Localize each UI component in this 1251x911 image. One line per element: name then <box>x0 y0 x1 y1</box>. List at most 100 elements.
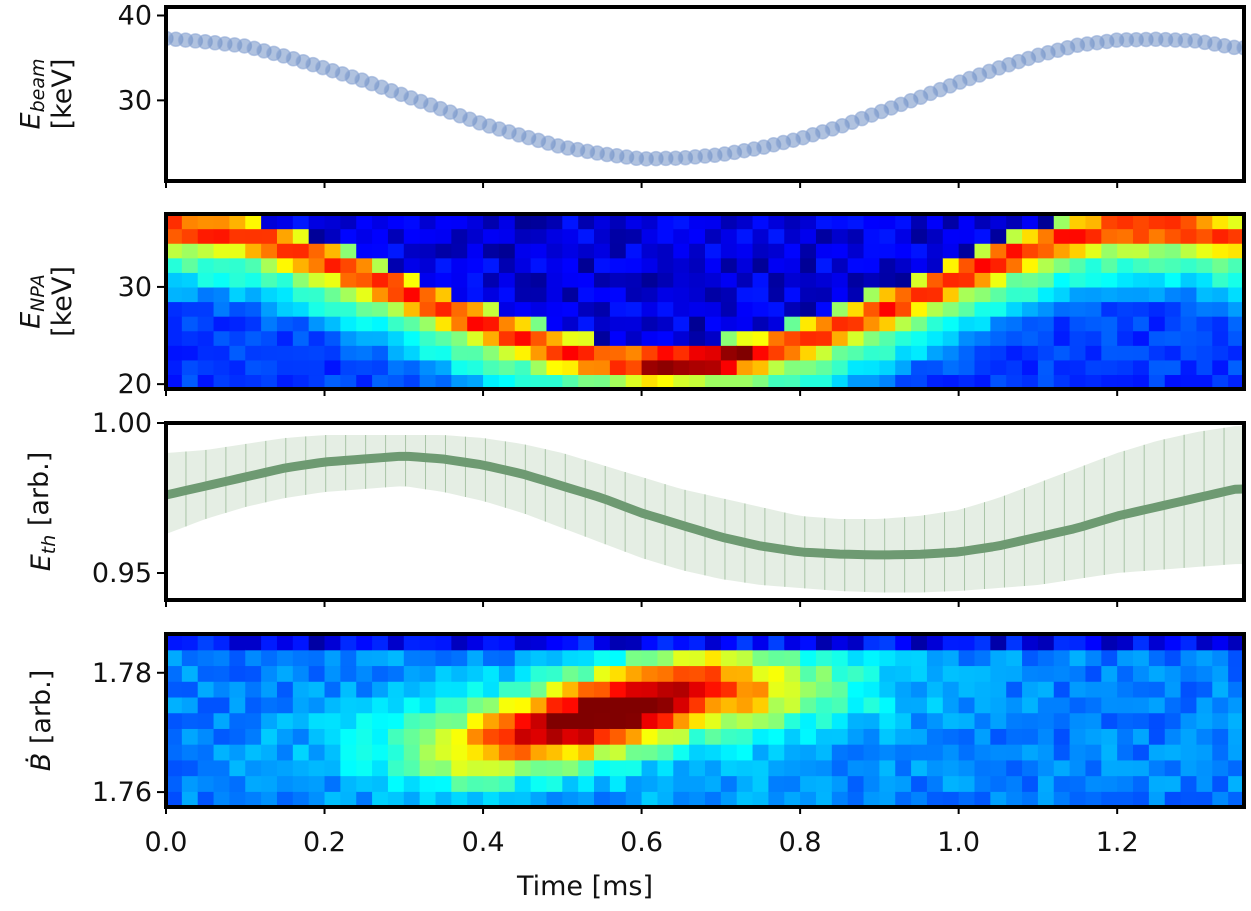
heatmap-cell <box>625 712 643 729</box>
heatmap-cell <box>292 330 310 346</box>
heatmap-cell <box>292 649 310 667</box>
heatmap-cell <box>1022 791 1039 807</box>
heatmap-cell <box>673 665 690 682</box>
heatmap-cell <box>594 791 611 807</box>
heatmap-cell <box>261 712 278 729</box>
heatmap-cell <box>1133 374 1150 389</box>
heatmap-cell <box>276 301 294 317</box>
heatmap-cell <box>498 345 516 361</box>
heatmap-cell <box>340 374 357 389</box>
heatmap-cell <box>514 775 532 792</box>
heatmap-cell <box>1053 665 1071 682</box>
heatmap-cell <box>435 316 452 332</box>
heatmap-cell <box>752 649 770 667</box>
heatmap-cell <box>1085 214 1102 230</box>
heatmap-cell <box>1006 301 1023 317</box>
heatmap-cell <box>245 301 262 317</box>
heatmap-cell <box>911 759 928 777</box>
heatmap-cell <box>578 759 595 777</box>
heatmap-cell <box>1196 791 1213 807</box>
heatmap-cell <box>578 272 595 288</box>
heatmap-cell <box>942 759 960 777</box>
heatmap-cell <box>736 791 754 807</box>
heatmap-cell <box>578 316 595 332</box>
heatmap-cell <box>213 728 231 745</box>
heatmap-cell <box>1180 272 1198 288</box>
heatmap-cell <box>847 257 865 273</box>
heatmap-cell <box>895 316 912 332</box>
heatmap-cell <box>1037 243 1055 259</box>
heatmap-cell <box>895 374 912 389</box>
heatmap-cell <box>1085 272 1102 288</box>
heatmap-cell <box>1037 712 1055 729</box>
heatmap-cell <box>261 728 278 745</box>
heatmap-cell <box>752 316 770 332</box>
heatmap-cell <box>435 214 452 230</box>
heatmap-cell <box>498 712 516 729</box>
heatmap-cell <box>451 330 468 346</box>
heatmap-cell <box>673 228 690 244</box>
heatmap-cell <box>435 272 452 288</box>
heatmap-cell <box>276 696 294 714</box>
heatmap-cell <box>1006 775 1023 792</box>
heatmap-cell <box>926 345 944 361</box>
heatmap-cell <box>562 214 579 230</box>
heatmap-cell <box>609 374 627 389</box>
heatmap-cell <box>245 257 262 273</box>
heatmap-cell <box>419 759 437 777</box>
heatmap-cell <box>942 775 960 792</box>
heatmap-cell <box>1180 345 1198 361</box>
heatmap-cell <box>245 744 262 761</box>
thermal-energy-ylabel: Eth [arb.] <box>24 452 60 572</box>
heatmap-cell <box>181 330 199 346</box>
heatmap-cell <box>673 374 690 389</box>
heatmap-cell <box>483 374 500 389</box>
heatmap-cell <box>1037 681 1055 698</box>
heatmap-cell <box>308 257 326 273</box>
heatmap-cell <box>435 759 452 777</box>
x-axis-label: Time [ms] <box>516 871 653 902</box>
heatmap-cell <box>467 744 484 761</box>
heatmap-cell <box>1196 272 1213 288</box>
heatmap-cell <box>879 243 896 259</box>
heatmap-cell <box>1006 272 1023 288</box>
heatmap-cell <box>324 744 341 761</box>
heatmap-cell <box>451 272 468 288</box>
heatmap-cell <box>213 791 231 807</box>
heatmap-cell <box>689 681 706 698</box>
heatmap-cell <box>879 214 896 230</box>
heatmap-cell <box>498 634 516 651</box>
heatmap-cell <box>562 301 579 317</box>
heatmap-cell <box>1006 759 1023 777</box>
heatmap-cell <box>1053 696 1071 714</box>
heatmap-cell <box>911 712 928 729</box>
heatmap-cell <box>372 228 389 244</box>
heatmap-cell <box>609 665 627 682</box>
heatmap-cell <box>197 759 215 777</box>
heatmap-cell <box>435 744 452 761</box>
heatmap-cell <box>768 301 785 317</box>
heatmap-cell <box>419 257 437 273</box>
heatmap-cell <box>689 272 706 288</box>
beam-energy-frame <box>164 5 1246 183</box>
heatmap-cell <box>863 330 880 346</box>
heatmap-cell <box>1037 345 1055 361</box>
heatmap-cell <box>324 775 341 792</box>
heatmap-cell <box>530 696 548 714</box>
heatmap-cell <box>1228 359 1244 376</box>
heatmap-cell <box>625 345 643 361</box>
heatmap-cell <box>340 272 357 288</box>
heatmap-cell <box>1228 791 1244 807</box>
heatmap-cell <box>514 744 532 761</box>
heatmap-cell <box>181 649 199 667</box>
heatmap-cell <box>958 301 976 317</box>
heatmap-cell <box>467 791 484 807</box>
heatmap-cell <box>1117 243 1134 259</box>
heatmap-cell <box>451 665 468 682</box>
heatmap-cell <box>166 316 183 332</box>
heatmap-cell <box>736 359 754 376</box>
heatmap-cell <box>181 791 199 807</box>
heatmap-cell <box>1164 243 1182 259</box>
heatmap-cell <box>641 759 659 777</box>
